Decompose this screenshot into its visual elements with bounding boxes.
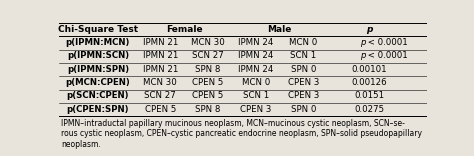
Text: CPEN 3: CPEN 3 <box>288 78 319 87</box>
Text: p: p <box>360 51 366 61</box>
Text: 0.0275: 0.0275 <box>355 105 385 114</box>
Text: SPN 8: SPN 8 <box>195 65 221 74</box>
Text: MCN 30: MCN 30 <box>191 38 225 47</box>
Text: SCN 27: SCN 27 <box>145 91 176 100</box>
Text: CPEN 5: CPEN 5 <box>192 78 224 87</box>
Text: p(SCN:CPEN): p(SCN:CPEN) <box>66 91 129 100</box>
Text: 0.0151: 0.0151 <box>355 91 385 100</box>
Text: neoplasm.: neoplasm. <box>61 140 101 149</box>
Text: SCN 1: SCN 1 <box>291 51 317 61</box>
Text: 0.00101: 0.00101 <box>352 65 387 74</box>
Text: IPMN 21: IPMN 21 <box>143 38 178 47</box>
Text: < 0.0001: < 0.0001 <box>365 38 408 47</box>
Text: p: p <box>360 38 366 47</box>
Text: CPEN 3: CPEN 3 <box>288 91 319 100</box>
Text: p(IPMN:SPN): p(IPMN:SPN) <box>67 65 129 74</box>
Text: p(CPEN:SPN): p(CPEN:SPN) <box>66 105 129 114</box>
Text: p(MCN:CPEN): p(MCN:CPEN) <box>65 78 130 87</box>
Text: MCN 0: MCN 0 <box>242 78 270 87</box>
Text: Male: Male <box>267 25 292 34</box>
Text: IPMN 24: IPMN 24 <box>238 65 273 74</box>
Text: 0.00126: 0.00126 <box>352 78 387 87</box>
Text: MCN 0: MCN 0 <box>290 38 318 47</box>
Text: Chi-Square Test: Chi-Square Test <box>58 25 138 34</box>
Text: p(IPMN:SCN): p(IPMN:SCN) <box>67 51 129 61</box>
Text: < 0.0001: < 0.0001 <box>365 51 408 61</box>
Text: IPMN 21: IPMN 21 <box>143 51 178 61</box>
Text: CPEN 5: CPEN 5 <box>192 91 224 100</box>
Text: Female: Female <box>166 25 202 34</box>
Text: SCN 27: SCN 27 <box>192 51 224 61</box>
Text: rous cystic neoplasm, CPEN–cystic pancreatic endocrine neoplasm, SPN–solid pseud: rous cystic neoplasm, CPEN–cystic pancre… <box>61 129 422 139</box>
Text: CPEN 3: CPEN 3 <box>240 105 272 114</box>
Text: IPMN 24: IPMN 24 <box>238 38 273 47</box>
Text: p: p <box>366 25 373 34</box>
Text: MCN 30: MCN 30 <box>144 78 177 87</box>
Text: IPMN–intraductal papillary mucinous neoplasm, MCN–mucinous cystic neoplasm, SCN–: IPMN–intraductal papillary mucinous neop… <box>61 119 405 128</box>
Text: IPMN 24: IPMN 24 <box>238 51 273 61</box>
Text: SPN 0: SPN 0 <box>291 105 316 114</box>
Text: SPN 8: SPN 8 <box>195 105 221 114</box>
Text: p(IPMN:MCN): p(IPMN:MCN) <box>65 38 130 47</box>
Text: CPEN 5: CPEN 5 <box>145 105 176 114</box>
Text: SPN 0: SPN 0 <box>291 65 316 74</box>
Text: IPMN 21: IPMN 21 <box>143 65 178 74</box>
Text: SCN 1: SCN 1 <box>243 91 269 100</box>
